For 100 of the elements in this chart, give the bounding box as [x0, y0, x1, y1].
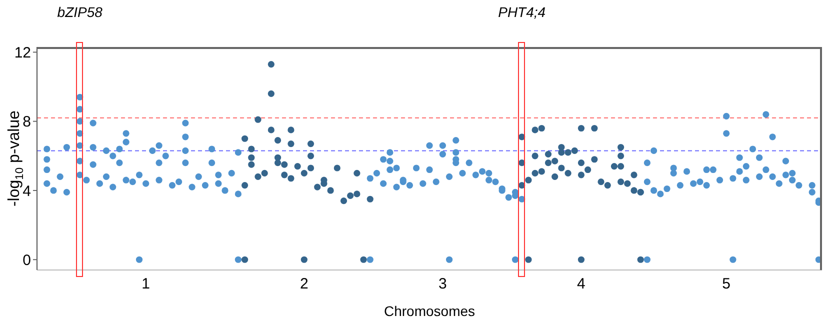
point — [360, 256, 367, 263]
point — [578, 172, 585, 178]
point — [723, 130, 730, 137]
point — [281, 161, 288, 168]
text: PHT4;4 — [497, 4, 547, 20]
point — [366, 196, 374, 202]
point — [782, 172, 790, 178]
point — [452, 149, 460, 156]
point — [300, 170, 308, 176]
point — [532, 152, 538, 160]
point — [156, 176, 162, 184]
point — [584, 166, 592, 174]
point — [624, 180, 631, 187]
point — [44, 156, 50, 163]
point — [393, 184, 400, 190]
point — [630, 187, 638, 194]
point — [102, 173, 110, 180]
point — [354, 190, 360, 198]
point — [769, 173, 776, 180]
point — [604, 182, 611, 189]
point — [340, 198, 348, 204]
point — [630, 172, 638, 178]
point — [552, 158, 558, 164]
point — [274, 160, 282, 166]
point — [208, 160, 216, 166]
point — [182, 160, 189, 166]
point — [538, 124, 545, 132]
point — [314, 184, 321, 190]
point — [598, 178, 604, 186]
point — [578, 160, 585, 166]
point — [44, 166, 50, 174]
point — [44, 180, 50, 187]
point — [439, 150, 446, 158]
point — [156, 160, 162, 166]
point — [110, 184, 116, 190]
point — [334, 164, 340, 172]
point — [789, 176, 796, 184]
point — [486, 176, 492, 184]
point — [446, 256, 453, 263]
point — [248, 146, 255, 152]
point — [261, 170, 268, 176]
point — [122, 176, 130, 184]
point — [288, 175, 294, 182]
point — [564, 170, 572, 176]
point — [116, 160, 123, 166]
x-tick-label: 1 — [142, 276, 150, 293]
point — [241, 256, 248, 263]
point — [347, 192, 354, 199]
point — [241, 182, 248, 189]
point — [386, 166, 394, 174]
point — [703, 182, 710, 189]
text: bZIP58 — [56, 4, 104, 20]
y-tick-label: 0 — [22, 252, 31, 269]
point — [571, 147, 578, 154]
point — [234, 190, 242, 198]
point — [215, 180, 222, 187]
x-tick-label: 2 — [300, 276, 308, 293]
point — [558, 149, 565, 156]
point — [544, 150, 552, 158]
point — [670, 170, 677, 176]
x-axis-title: Chromosomes — [384, 303, 476, 319]
point — [618, 152, 624, 160]
point — [525, 176, 532, 184]
point — [644, 178, 650, 186]
point — [274, 137, 282, 144]
point — [618, 178, 624, 186]
point — [90, 144, 96, 151]
point — [736, 168, 743, 175]
x-tick-label: 3 — [438, 276, 447, 293]
point — [618, 162, 624, 170]
y-tick-label: 12 — [14, 44, 31, 62]
point — [564, 149, 572, 156]
point — [354, 170, 360, 176]
point — [234, 256, 242, 263]
point — [532, 126, 538, 134]
point — [63, 188, 70, 196]
point — [762, 166, 770, 174]
point — [136, 256, 143, 263]
point — [512, 256, 519, 263]
point — [644, 256, 650, 263]
point — [650, 187, 658, 194]
point — [241, 135, 248, 142]
point — [756, 173, 763, 180]
point — [538, 168, 545, 175]
point — [288, 140, 294, 148]
point — [386, 158, 394, 164]
point — [307, 152, 314, 160]
point — [248, 161, 255, 168]
point — [558, 164, 565, 172]
y-tick-label: 8 — [22, 114, 31, 131]
point — [426, 166, 433, 174]
point — [288, 126, 294, 134]
point — [532, 170, 538, 176]
point — [281, 172, 288, 178]
point — [307, 164, 314, 172]
point — [730, 256, 736, 263]
point — [254, 116, 262, 123]
point — [90, 161, 96, 168]
point — [307, 140, 314, 148]
x-tick-label: 5 — [722, 276, 731, 293]
